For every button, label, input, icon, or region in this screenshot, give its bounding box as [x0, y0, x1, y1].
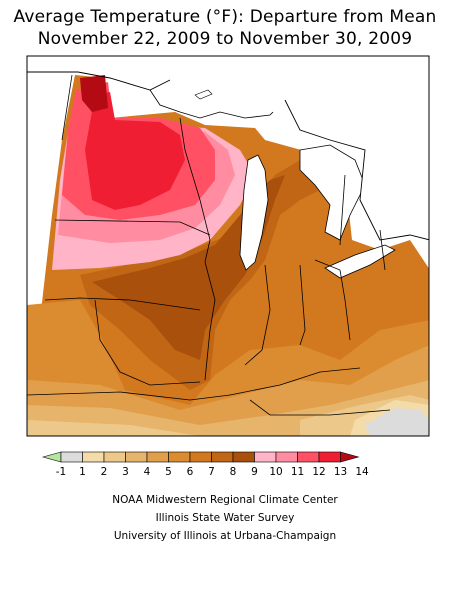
legend-swatch: [275, 451, 298, 463]
legend-tick-label: 3: [122, 466, 129, 478]
legend-swatch: [125, 451, 148, 463]
legend-tick-label: 1: [79, 466, 86, 478]
legend-tick-label: 11: [291, 466, 304, 478]
legend-swatch: [168, 451, 191, 463]
legend-swatch: [82, 451, 105, 463]
legend-swatch: [318, 451, 341, 463]
zone-9: [92, 175, 285, 360]
map-title: Average Temperature (°F): Departure from…: [13, 7, 437, 27]
legend-swatch: [189, 451, 212, 463]
legend-tick-label: 6: [187, 466, 194, 478]
legend-bar: [41, 451, 360, 463]
credit-noaa: NOAA Midwestern Regional Climate Center: [112, 494, 338, 506]
state-boundaries: [27, 74, 391, 416]
zone-1: [365, 408, 429, 436]
legend-tick-label: 9: [251, 466, 258, 478]
zone-3: [27, 395, 429, 436]
lake-erie: [324, 244, 396, 279]
legend-swatch: [60, 451, 83, 463]
legend-tick-label: 5: [165, 466, 172, 478]
legend-tick-label: 12: [312, 466, 325, 478]
isle-royale: [194, 89, 213, 100]
zone-13: [85, 92, 185, 210]
legend-tick-label: 4: [144, 466, 151, 478]
legend-tick-label: 10: [269, 466, 282, 478]
canada-area: [27, 56, 429, 240]
legend-swatch: [41, 451, 62, 463]
legend-tick-label: 7: [208, 466, 215, 478]
zone-14: [80, 75, 108, 112]
legend-swatch: [146, 451, 169, 463]
legend-swatch: [254, 451, 277, 463]
credit-isws: Illinois State Water Survey: [155, 512, 295, 524]
map-subtitle: November 22, 2009 to November 30, 2009: [37, 29, 413, 49]
credit-uiuc: University of Illinois at Urbana-Champai…: [113, 530, 337, 542]
legend-tick-label: 8: [230, 466, 237, 478]
legend-tick-label: 14: [355, 466, 369, 478]
legend-swatch: [232, 451, 255, 463]
legend-tick-label: -1: [56, 466, 66, 478]
legend-swatch: [297, 451, 320, 463]
legend-tick-label: 13: [334, 466, 347, 478]
lake-michigan: [239, 154, 269, 271]
legend-labels: -1 1 2 3 4 5 6 7 8 9 10 11 12 13 14: [56, 466, 369, 478]
legend-swatch: [103, 451, 126, 463]
legend-swatch: [211, 451, 234, 463]
international-border: [27, 71, 429, 241]
legend-tick-label: 2: [101, 466, 108, 478]
map-frame: [26, 55, 430, 437]
legend-swatch: [340, 451, 360, 463]
